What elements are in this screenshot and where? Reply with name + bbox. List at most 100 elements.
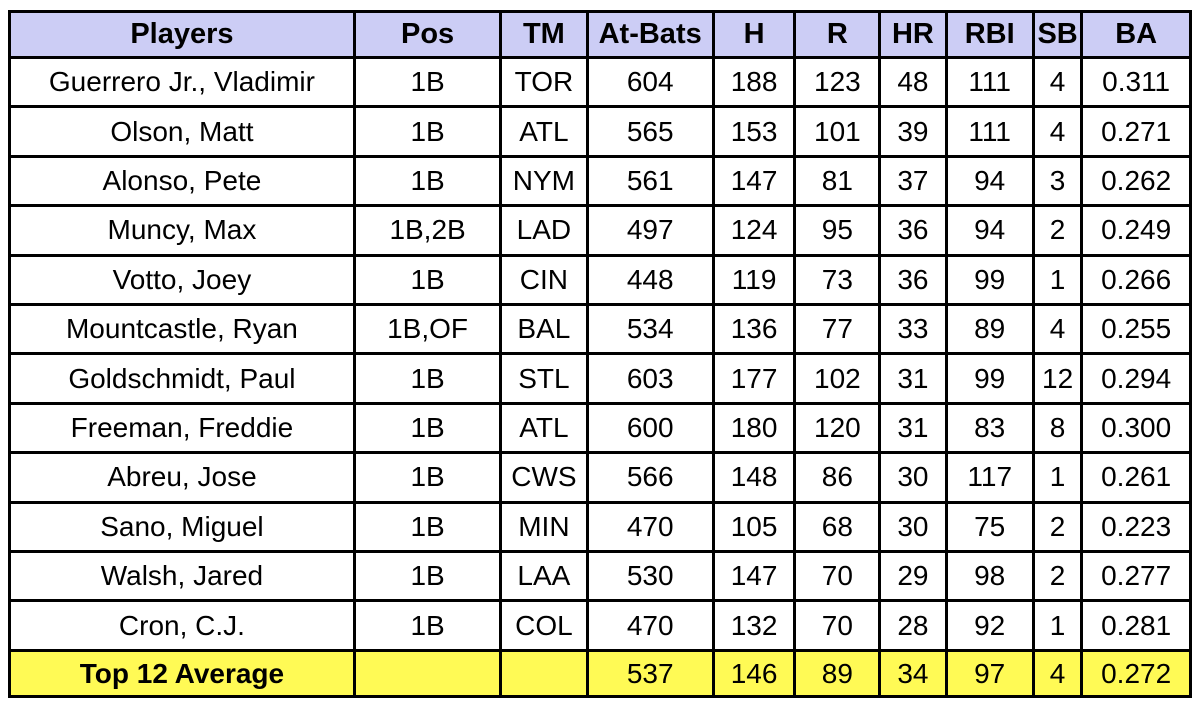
stat-cell-h: 177 xyxy=(711,352,797,405)
stat-cell-h: 147 xyxy=(711,550,797,603)
column-header-players: Players xyxy=(8,10,356,59)
stat-cell-rbi: 92 xyxy=(944,599,1035,652)
stat-cell-r: 123 xyxy=(793,55,882,109)
stat-cell-at-bats: 497 xyxy=(585,204,715,257)
stat-cell-ba: 0.277 xyxy=(1080,550,1192,603)
stat-cell-r: 70 xyxy=(793,599,882,652)
stat-cell-h: 153 xyxy=(711,105,797,158)
stat-cell-sb: 12 xyxy=(1031,352,1084,405)
column-header-tm: TM xyxy=(499,10,589,59)
stat-cell-tm: STL xyxy=(499,352,589,405)
table-row: Muncy, Max 1B,2B LAD 497 124 95 36 94 2 0.249 xyxy=(8,204,1192,257)
column-header-ba: BA xyxy=(1080,10,1192,59)
stat-cell-at-bats: 566 xyxy=(585,451,715,504)
stat-cell-sb: 4 xyxy=(1031,649,1084,698)
stat-cell-tm: CIN xyxy=(499,253,589,307)
stat-cell-r: 77 xyxy=(793,303,882,356)
stat-cell-at-bats: 604 xyxy=(585,55,715,109)
column-header-h: H xyxy=(711,10,797,59)
stat-cell-sb: 1 xyxy=(1031,599,1084,652)
stat-cell-pos xyxy=(352,649,503,698)
stat-cell-hr: 36 xyxy=(878,204,948,257)
stat-cell-pos: 1B xyxy=(352,401,503,455)
table-row: Cron, C.J. 1B COL 470 132 70 28 92 1 0.281 xyxy=(8,599,1192,652)
summary-row: Top 12 Average 537 146 89 34 97 4 0.272 xyxy=(8,649,1192,698)
stat-cell-pos: 1B xyxy=(352,451,503,504)
stat-cell-pos: 1B,OF xyxy=(352,303,503,356)
stat-cell-r: 102 xyxy=(793,352,882,405)
stat-cell-ba: 0.272 xyxy=(1080,649,1192,698)
stat-cell-rbi: 94 xyxy=(944,154,1035,208)
stat-cell-rbi: 94 xyxy=(944,204,1035,257)
stat-cell-tm: LAA xyxy=(499,550,589,603)
player-name-cell: Goldschmidt, Paul xyxy=(8,352,356,405)
table-row: Sano, Miguel 1B MIN 470 105 68 30 75 2 0.223 xyxy=(8,500,1192,554)
stat-cell-tm: ATL xyxy=(499,105,589,158)
stat-cell-h: 105 xyxy=(711,500,797,554)
stat-cell-h: 188 xyxy=(711,55,797,109)
stat-cell-at-bats: 600 xyxy=(585,401,715,455)
stat-cell-tm: CWS xyxy=(499,451,589,504)
table-row: Olson, Matt 1B ATL 565 153 101 39 111 4 0.271 xyxy=(8,105,1192,158)
player-stats-table: Players Pos TM At-Bats H R HR RBI SB BA … xyxy=(8,10,1192,698)
stat-cell-h: 148 xyxy=(711,451,797,504)
table-header: Players Pos TM At-Bats H R HR RBI SB BA xyxy=(8,10,1192,59)
stat-cell-ba: 0.281 xyxy=(1080,599,1192,652)
stat-cell-sb: 2 xyxy=(1031,500,1084,554)
stat-cell-r: 95 xyxy=(793,204,882,257)
stat-cell-hr: 48 xyxy=(878,55,948,109)
player-name-cell: Walsh, Jared xyxy=(8,550,356,603)
stat-cell-tm: LAD xyxy=(499,204,589,257)
stat-cell-hr: 28 xyxy=(878,599,948,652)
stat-cell-rbi: 99 xyxy=(944,352,1035,405)
stat-cell-r: 68 xyxy=(793,500,882,554)
player-name-cell: Mountcastle, Ryan xyxy=(8,303,356,356)
column-header-at-bats: At-Bats xyxy=(585,10,715,59)
stat-cell-pos: 1B xyxy=(352,105,503,158)
player-name-cell: Alonso, Pete xyxy=(8,154,356,208)
stat-cell-h: 136 xyxy=(711,303,797,356)
stat-cell-hr: 34 xyxy=(878,649,948,698)
stat-cell-at-bats: 470 xyxy=(585,500,715,554)
stat-cell-pos: 1B,2B xyxy=(352,204,503,257)
stat-cell-ba: 0.223 xyxy=(1080,500,1192,554)
stat-cell-h: 119 xyxy=(711,253,797,307)
table-row: Mountcastle, Ryan 1B,OF BAL 534 136 77 33 89 4 0.… xyxy=(8,303,1192,356)
stat-cell-at-bats: 534 xyxy=(585,303,715,356)
stat-cell-tm: BAL xyxy=(499,303,589,356)
player-name-cell: Votto, Joey xyxy=(8,253,356,307)
stat-cell-rbi: 111 xyxy=(944,105,1035,158)
stat-cell-pos: 1B xyxy=(352,550,503,603)
stat-cell-h: 180 xyxy=(711,401,797,455)
stat-cell-ba: 0.266 xyxy=(1080,253,1192,307)
stat-cell-ba: 0.271 xyxy=(1080,105,1192,158)
stat-cell-ba: 0.311 xyxy=(1080,55,1192,109)
stat-cell-sb: 4 xyxy=(1031,55,1084,109)
stat-cell-hr: 31 xyxy=(878,352,948,405)
summary-label-cell: Top 12 Average xyxy=(8,649,356,698)
stat-cell-r: 89 xyxy=(793,649,882,698)
stat-cell-sb: 4 xyxy=(1031,105,1084,158)
stat-cell-at-bats: 530 xyxy=(585,550,715,603)
table-row: Guerrero Jr., Vladimir 1B TOR 604 188 123 48 11… xyxy=(8,55,1192,109)
table-row: Abreu, Jose 1B CWS 566 148 86 30 117 1 0.261 xyxy=(8,451,1192,504)
stat-cell-rbi: 117 xyxy=(944,451,1035,504)
stat-cell-pos: 1B xyxy=(352,154,503,208)
stat-cell-ba: 0.261 xyxy=(1080,451,1192,504)
stat-cell-sb: 1 xyxy=(1031,451,1084,504)
player-name-cell: Guerrero Jr., Vladimir xyxy=(8,55,356,109)
stat-cell-tm: COL xyxy=(499,599,589,652)
stat-cell-sb: 2 xyxy=(1031,550,1084,603)
stat-cell-tm: ATL xyxy=(499,401,589,455)
column-header-rbi: RBI xyxy=(944,10,1035,59)
stat-cell-ba: 0.300 xyxy=(1080,401,1192,455)
table-row: Goldschmidt, Paul 1B STL 603 177 102 31 99 12 0.2… xyxy=(8,352,1192,405)
stat-cell-pos: 1B xyxy=(352,352,503,405)
stat-cell-rbi: 111 xyxy=(944,55,1035,109)
stat-cell-pos: 1B xyxy=(352,253,503,307)
player-name-cell: Olson, Matt xyxy=(8,105,356,158)
player-name-cell: Cron, C.J. xyxy=(8,599,356,652)
stat-cell-hr: 33 xyxy=(878,303,948,356)
column-header-r: R xyxy=(793,10,882,59)
player-name-cell: Freeman, Freddie xyxy=(8,401,356,455)
